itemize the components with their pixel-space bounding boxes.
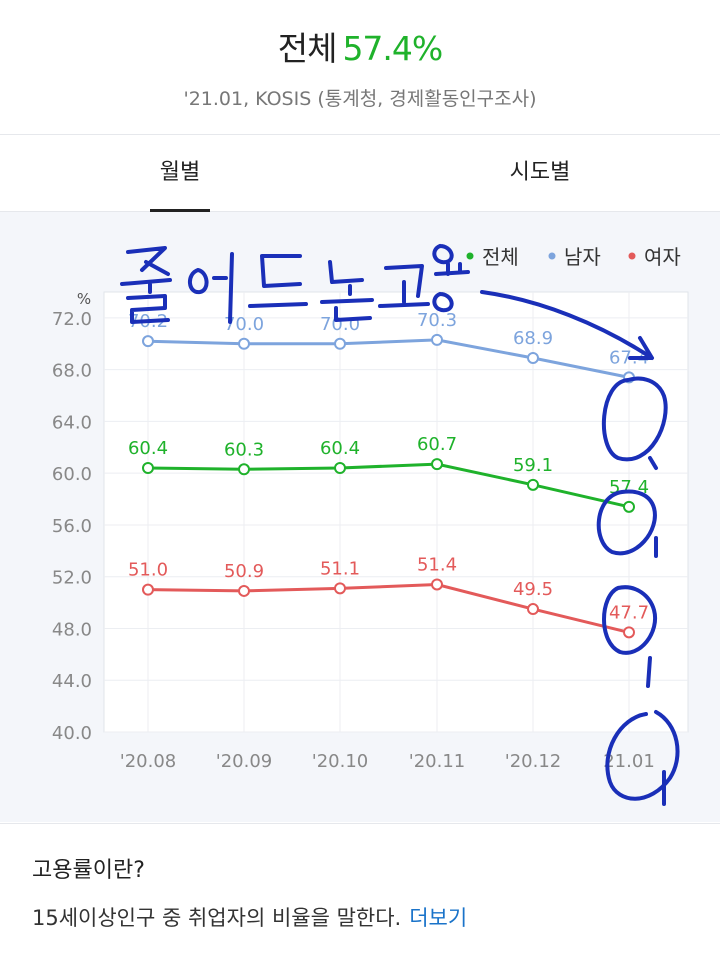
y-tick-label: 40.0 xyxy=(52,723,92,744)
headline-value: 57.4% xyxy=(342,29,443,68)
data-label: 70.3 xyxy=(417,310,457,331)
data-label: 47.7 xyxy=(609,602,649,623)
tab-bar: 월별 시도별 xyxy=(0,135,720,212)
data-point[interactable] xyxy=(431,458,443,471)
data-point[interactable] xyxy=(623,626,635,639)
x-tick-label: '20.12 xyxy=(505,751,561,772)
data-point[interactable] xyxy=(527,352,539,364)
series-line-0 xyxy=(147,462,630,509)
info-description: 15세이상인구 중 취업자의 비율을 말한다. 더보기 xyxy=(32,902,467,932)
series-line-2 xyxy=(147,582,630,634)
data-label: 60.4 xyxy=(320,438,360,459)
data-point[interactable] xyxy=(334,337,346,350)
active-tab-indicator xyxy=(150,209,210,212)
data-point[interactable] xyxy=(142,335,154,348)
data-label: 70.0 xyxy=(320,314,360,335)
tab-by-region[interactable]: 시도별 xyxy=(509,160,571,185)
x-tick-label: 21.01 xyxy=(603,751,655,772)
y-tick-label: 64.0 xyxy=(52,412,92,433)
data-label: 51.1 xyxy=(320,558,360,579)
y-tick-label: 52.0 xyxy=(52,568,92,589)
data-point[interactable] xyxy=(623,500,635,513)
y-tick-label: 68.0 xyxy=(52,361,92,382)
legend-label: 남자 xyxy=(564,245,601,269)
data-point[interactable] xyxy=(334,462,346,474)
chart-area: 전체 남자 여자 40.0 44.0 48.0 52.0 56.0 60.0 64.0 68.0 7… xyxy=(0,212,720,822)
data-label: 60.3 xyxy=(224,439,264,460)
plot-background xyxy=(103,291,689,733)
data-label: 70.0 xyxy=(224,314,264,335)
data-point[interactable] xyxy=(431,578,443,591)
data-label: 51.4 xyxy=(417,554,457,575)
info-section: 고용률이란? 15세이상인구 중 취업자의 비율을 말한다. 더보기 xyxy=(0,823,720,961)
y-axis-unit: % xyxy=(77,290,91,308)
info-title: 고용률이란? xyxy=(32,858,145,883)
data-label: 50.9 xyxy=(224,561,264,582)
data-label: 60.7 xyxy=(417,434,457,455)
summary-header: 전체 57.4% '21.01, KOSIS (통계청, 경제활동인구조사) xyxy=(0,0,720,135)
data-point[interactable] xyxy=(334,582,346,595)
x-tick-label: '20.10 xyxy=(312,751,368,772)
handwritten-annotation xyxy=(120,244,680,806)
legend-label: 전체 xyxy=(482,245,519,269)
legend-marker xyxy=(628,252,636,260)
data-label: 60.4 xyxy=(128,438,168,459)
data-label: 59.1 xyxy=(513,455,553,476)
y-tick-label: 72.0 xyxy=(52,309,92,330)
data-point[interactable] xyxy=(238,584,250,597)
chart-legend: 전체 남자 여자 xyxy=(466,245,681,269)
series-line-1 xyxy=(147,338,630,379)
data-point[interactable] xyxy=(238,337,250,350)
legend-label: 여자 xyxy=(644,245,681,269)
data-point[interactable] xyxy=(431,333,443,346)
x-tick-label: '20.11 xyxy=(409,751,465,772)
data-source: '21.01, KOSIS (통계청, 경제활동인구조사) xyxy=(183,88,537,110)
plot-area: 40.0 44.0 48.0 52.0 56.0 60.0 64.0 68.0 72.0% '20… xyxy=(52,290,689,772)
data-point[interactable] xyxy=(238,463,250,476)
data-point[interactable] xyxy=(142,462,154,474)
y-tick-label: 44.0 xyxy=(52,671,92,692)
y-tick-label: 60.0 xyxy=(52,464,92,485)
x-tick-label: '20.09 xyxy=(216,751,272,772)
data-point[interactable] xyxy=(142,583,154,596)
headline-title: 전체 xyxy=(277,29,338,68)
tab-monthly[interactable]: 월별 xyxy=(159,160,201,185)
data-label: 51.0 xyxy=(128,560,168,581)
info-desc-text: 15세이상인구 중 취업자의 비율을 말한다. xyxy=(32,906,402,930)
data-point[interactable] xyxy=(527,603,539,616)
data-point[interactable] xyxy=(527,478,539,491)
legend-marker xyxy=(466,252,474,260)
legend-marker xyxy=(548,252,556,260)
y-tick-label: 48.0 xyxy=(52,619,92,640)
x-tick-label: '20.08 xyxy=(120,751,176,772)
data-label: 49.5 xyxy=(513,579,553,600)
headline: 전체 57.4% xyxy=(0,0,720,70)
y-tick-label: 56.0 xyxy=(52,516,92,537)
employment-rate-chart: 전체 남자 여자 40.0 44.0 48.0 52.0 56.0 60.0 64.0 68.0 7… xyxy=(52,244,689,806)
more-link[interactable]: 더보기 xyxy=(409,906,468,930)
data-label: 68.9 xyxy=(513,328,553,349)
